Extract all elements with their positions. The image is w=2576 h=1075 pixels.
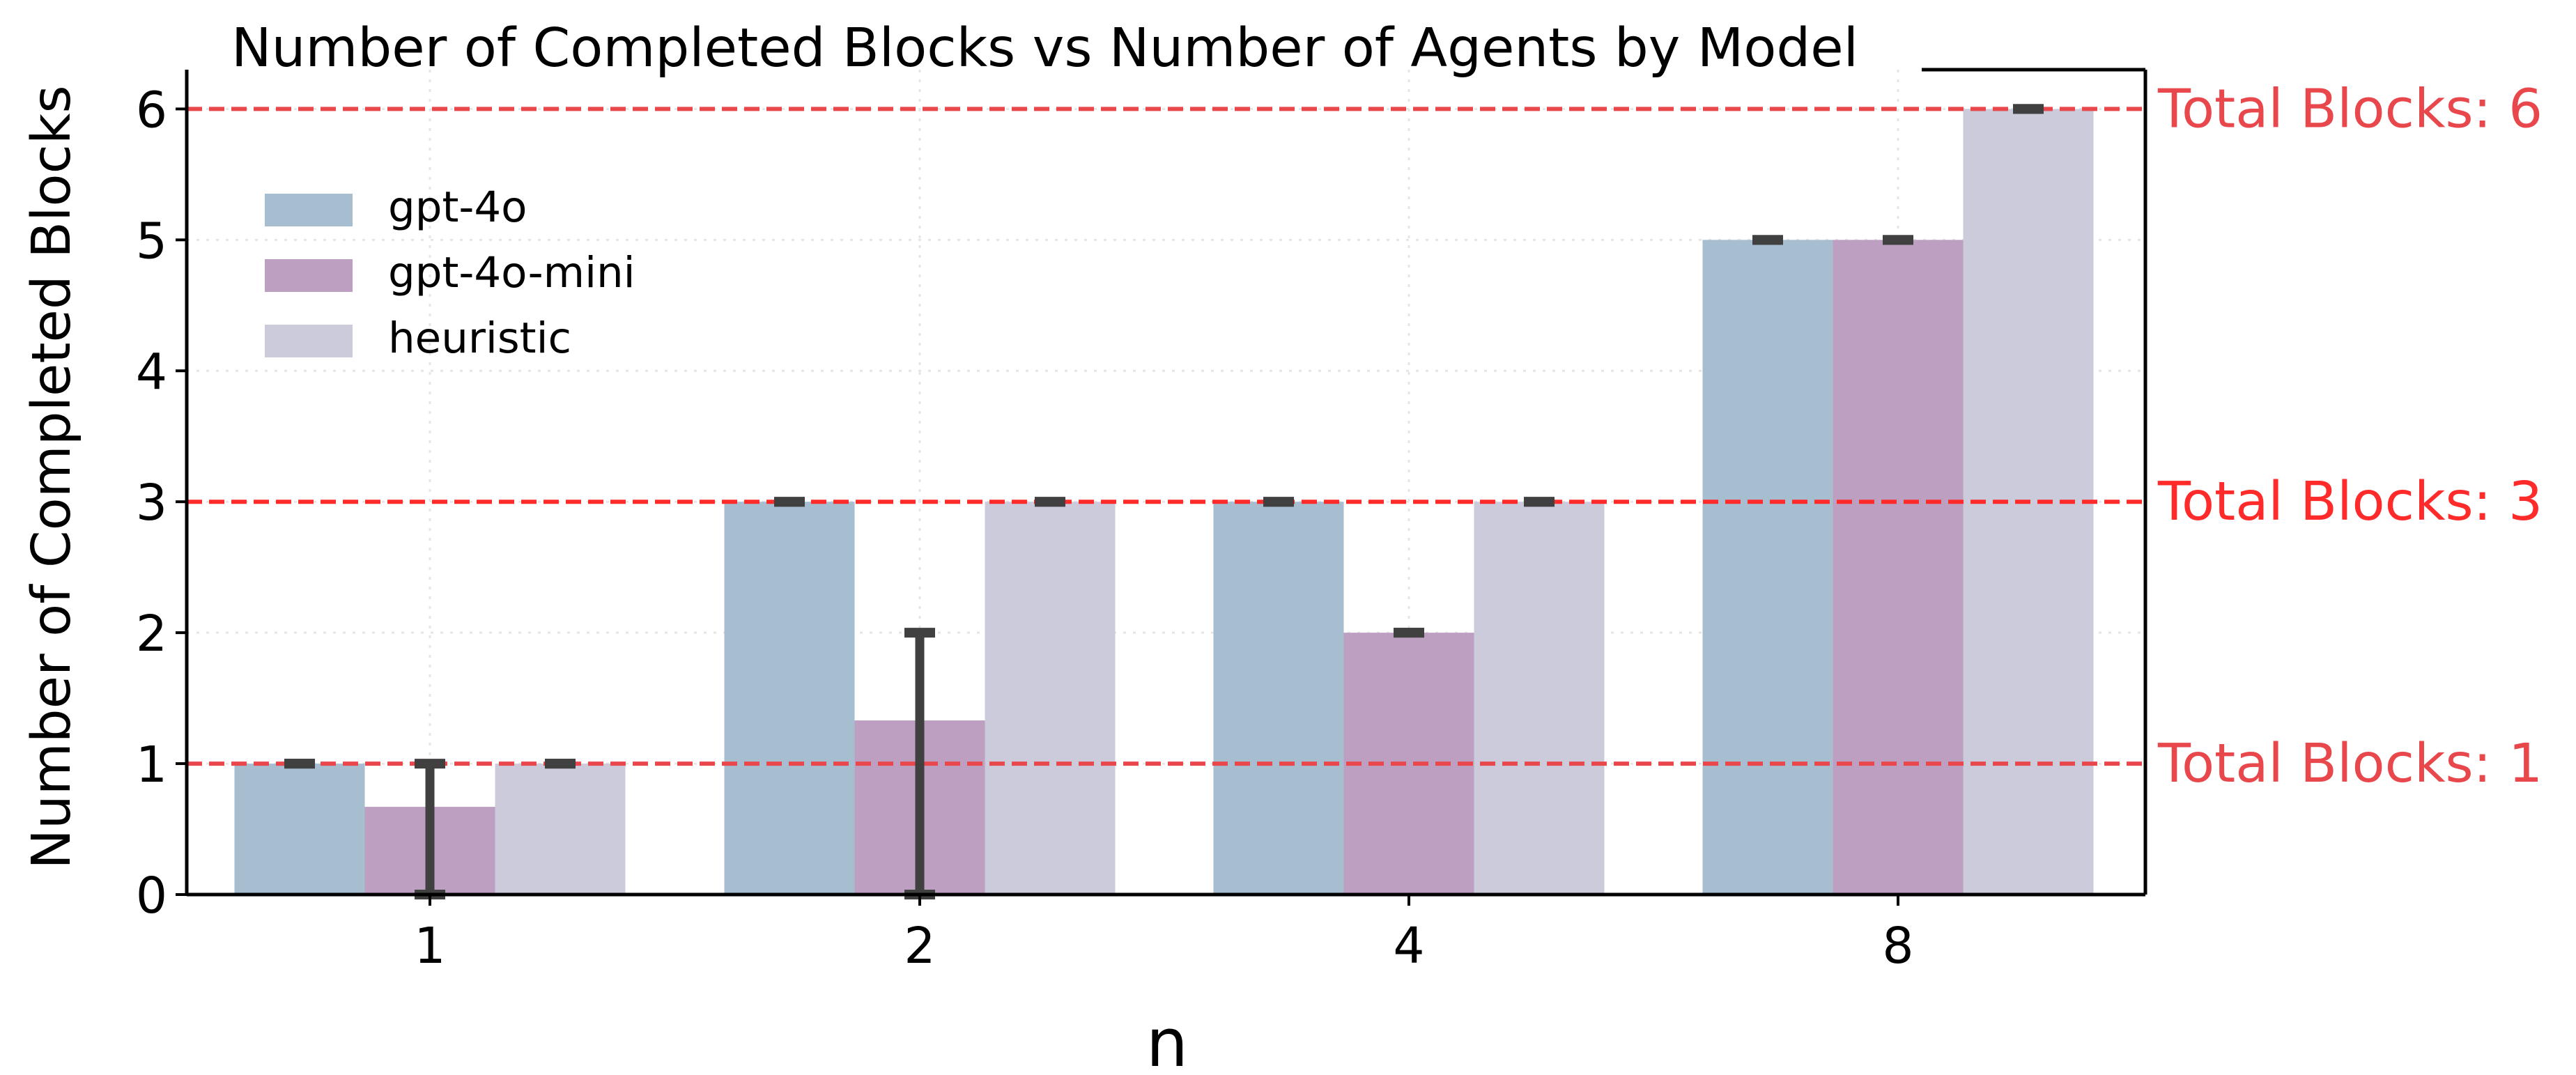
- legend-label-heuristic: heuristic: [388, 314, 571, 363]
- reference-lines: Total Blocks: 6 Total Blocks: 3 Total Bloc…: [187, 78, 2543, 795]
- reference-label-3: Total Blocks: 3: [2157, 471, 2543, 533]
- bar-gpt-4o-2: [724, 502, 855, 895]
- y-tick-label-4: 4: [136, 343, 167, 401]
- bar-heuristic-4: [1474, 502, 1605, 895]
- bar-gpt-4o-8: [1702, 240, 1833, 895]
- bar-heuristic-1: [495, 764, 626, 895]
- reference-label-1: Total Blocks: 1: [2157, 733, 2543, 795]
- y-tick-label-5: 5: [136, 212, 167, 270]
- legend-label-gpt-4o-mini: gpt-4o-mini: [388, 248, 635, 297]
- bar-heuristic-2: [985, 502, 1116, 895]
- legend-swatch-gpt-4o-mini: [265, 259, 353, 292]
- x-axis-label: n: [1146, 1005, 1188, 1072]
- axes: [185, 68, 2147, 897]
- y-tick-label-2: 2: [136, 605, 167, 663]
- x-tick-label-1: 1: [414, 917, 445, 975]
- x-tick-label-2: 2: [904, 917, 935, 975]
- y-tick-label-0: 0: [136, 867, 167, 925]
- y-tick-label-3: 3: [136, 474, 167, 532]
- chart-title: Number of Completed Blocks vs Number of …: [231, 17, 1858, 79]
- legend: gpt-4o gpt-4o-mini heuristic: [265, 183, 635, 363]
- y-tick-label-6: 6: [136, 81, 167, 139]
- y-axis-label: Number of Completed Blocks: [21, 85, 83, 869]
- bar-layer: [234, 109, 2094, 895]
- bar-gpt-4o-mini-8: [1833, 240, 1964, 895]
- legend-swatch-heuristic: [265, 325, 353, 357]
- bar-gpt-4o-mini-4: [1343, 633, 1474, 895]
- reference-label-6: Total Blocks: 6: [2157, 78, 2543, 140]
- ticks: 0 1 2 3 4 5 6 1 2 4 8: [136, 81, 1914, 975]
- bar-gpt-4o-4: [1213, 502, 1344, 895]
- legend-swatch-gpt-4o: [265, 194, 353, 226]
- y-tick-label-1: 1: [136, 736, 167, 794]
- x-tick-label-8: 8: [1882, 917, 1913, 975]
- x-tick-label-4: 4: [1393, 917, 1424, 975]
- bar-gpt-4o-1: [234, 764, 365, 895]
- legend-label-gpt-4o: gpt-4o: [388, 183, 527, 232]
